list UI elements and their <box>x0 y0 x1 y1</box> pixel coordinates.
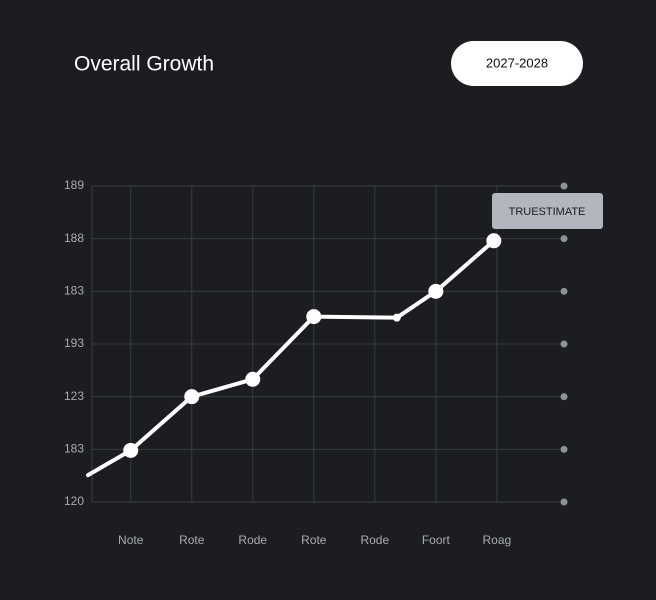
x-tick-label: Foort <box>422 533 451 547</box>
point <box>123 442 139 458</box>
plot: 120 183 123 193 183 188 189 Note Rote Rode Rote Rod… <box>64 178 568 547</box>
y-tick-label: 193 <box>64 336 84 350</box>
x-tick-label: Rode <box>360 533 389 547</box>
x-tick-label: Rote <box>301 533 327 547</box>
period-button[interactable] <box>451 41 583 86</box>
point <box>486 233 502 249</box>
x-tick-label: Note <box>118 533 144 547</box>
y-tick-label: 120 <box>64 494 84 508</box>
tooltip-text: TRUESTIMATE <box>509 206 586 218</box>
y-tick-label: 183 <box>64 442 84 456</box>
axis-dot <box>560 340 568 348</box>
x-tick-label: Roag <box>483 533 512 547</box>
line <box>86 238 496 478</box>
y-tick-label: 183 <box>64 284 84 298</box>
y-tick-label: 189 <box>64 178 84 192</box>
tooltip <box>492 193 603 229</box>
axis-dot <box>560 498 568 506</box>
y-tick-label: 123 <box>64 389 84 403</box>
point <box>392 313 401 322</box>
x-tick-label: Rote <box>179 533 205 547</box>
axis-dot <box>560 393 568 401</box>
point <box>184 389 200 405</box>
period-label[interactable]: 2027-2028 <box>486 55 548 70</box>
x-tick-label: Rode <box>238 533 267 547</box>
point <box>428 283 444 299</box>
chart-title: Overall Growth <box>74 53 214 76</box>
point <box>245 371 261 387</box>
axis-dot <box>560 445 568 453</box>
axis-dot <box>560 182 568 190</box>
y-tick-label: 188 <box>64 231 84 245</box>
axis-dot <box>560 235 568 243</box>
point <box>306 309 322 325</box>
axis-dot <box>560 287 568 295</box>
